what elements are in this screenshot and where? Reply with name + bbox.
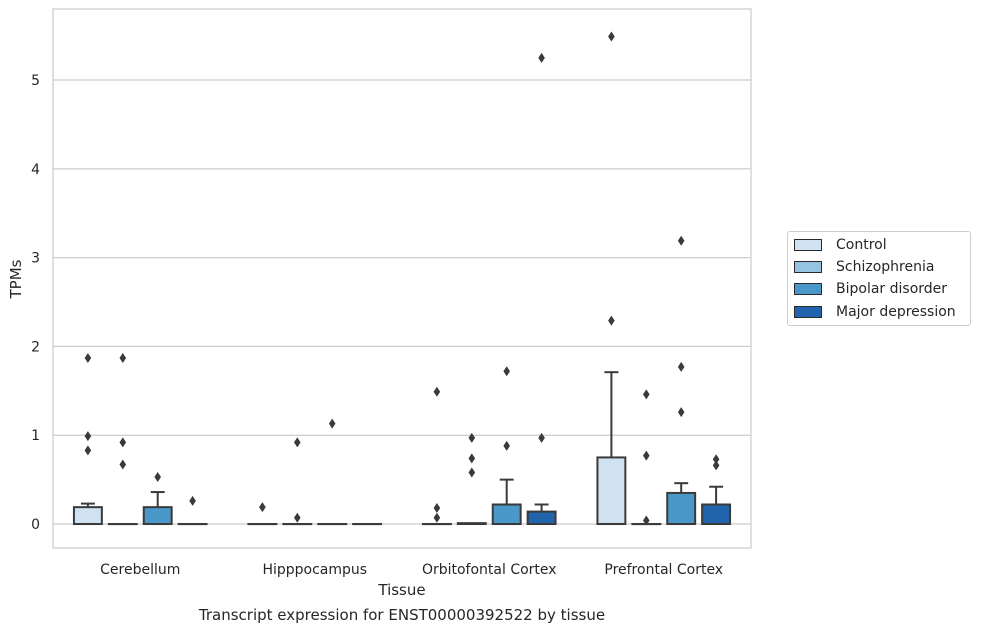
y-tick-label: 5	[31, 73, 40, 89]
boxes	[72, 31, 732, 526]
outlier-point	[468, 467, 476, 478]
legend-swatch-control	[794, 239, 822, 251]
chart-caption: Transcript expression for ENST0000039252…	[198, 606, 606, 624]
box-body	[666, 491, 697, 526]
outlier-point	[119, 352, 127, 363]
outlier-point	[712, 460, 720, 471]
legend-label: Control	[836, 237, 887, 253]
y-tick-label: 4	[31, 162, 40, 178]
y-tick-label: 0	[31, 517, 40, 533]
outlier-point	[503, 366, 510, 377]
outlier-point	[677, 361, 685, 372]
x-axis-label: Tissue	[377, 581, 425, 599]
legend: Control Schizophrenia Bipolar disorder M…	[787, 231, 971, 326]
box-0-1	[247, 502, 278, 526]
y-axis-ticks: 0 1 2 3 4 5	[31, 73, 40, 533]
x-axis-ticks: Cerebellum Hipppocampus Orbitofontal Corte…	[100, 562, 723, 578]
box-0-0	[72, 352, 103, 526]
legend-item-bipolar: Bipolar disorder	[794, 279, 947, 299]
outlier-point	[84, 445, 92, 456]
box-3-2	[526, 52, 557, 526]
box-body	[142, 506, 173, 526]
outlier-point	[84, 352, 92, 363]
y-axis-label: TPMs	[7, 259, 25, 299]
legend-label: Major depression	[836, 304, 956, 320]
outlier-point	[119, 437, 127, 448]
box-body	[596, 456, 627, 526]
plot-frame	[52, 8, 752, 549]
outlier-point	[433, 512, 441, 523]
box-3-3	[701, 454, 732, 526]
outlier-point	[677, 407, 685, 418]
outlier-point	[643, 515, 650, 526]
outlier-point	[608, 31, 615, 42]
box-1-2	[456, 432, 487, 526]
box-1-0	[107, 352, 138, 526]
box-3-0	[177, 495, 208, 526]
outlier-point	[154, 471, 161, 482]
x-tick-label: Hipppocampus	[262, 562, 367, 578]
legend-swatch-schizophrenia	[794, 261, 822, 273]
box-body	[701, 503, 732, 526]
x-tick-label: Prefrontal Cortex	[604, 562, 723, 578]
box-0-2	[421, 386, 452, 526]
outlier-point	[538, 52, 545, 63]
outlier-point	[468, 432, 476, 443]
y-tick-label: 1	[31, 428, 40, 444]
box-body	[526, 510, 557, 526]
box-body	[491, 503, 522, 526]
outlier-point	[259, 502, 266, 513]
x-tick-label: Cerebellum	[100, 562, 180, 578]
outlier-point	[433, 386, 441, 397]
legend-item-major-depression: Major depression	[794, 302, 956, 322]
outlier-point	[189, 495, 196, 506]
box-body	[72, 506, 103, 526]
legend-label: Schizophrenia	[836, 259, 935, 275]
box-2-2	[491, 366, 522, 526]
legend-item-schizophrenia: Schizophrenia	[794, 257, 934, 277]
legend-label: Bipolar disorder	[836, 281, 948, 297]
y-tick-label: 3	[31, 251, 40, 267]
outlier-point	[468, 453, 476, 464]
outlier-point	[294, 437, 301, 448]
outlier-point	[328, 418, 336, 429]
outlier-point	[294, 512, 301, 523]
outlier-point	[677, 235, 685, 246]
y-tick-label: 2	[31, 339, 40, 355]
box-2-0	[142, 471, 173, 526]
box-1-3	[631, 389, 662, 526]
outlier-point	[643, 389, 650, 400]
box-1-1	[282, 437, 313, 526]
outlier-point	[538, 432, 545, 443]
box-2-3	[666, 235, 697, 526]
x-tick-label: Orbitofontal Cortex	[422, 562, 557, 578]
legend-swatch-bipolar	[794, 283, 822, 295]
outlier-point	[503, 440, 510, 451]
box-2-1	[317, 418, 348, 526]
legend-item-control: Control	[794, 235, 887, 255]
outlier-point	[608, 315, 615, 326]
box-0-3	[596, 31, 627, 526]
outlier-point	[84, 431, 92, 442]
legend-swatch-major-depression	[794, 306, 822, 318]
outlier-point	[712, 454, 720, 465]
outlier-point	[433, 503, 441, 514]
outlier-point	[643, 450, 650, 461]
outlier-point	[119, 459, 127, 470]
